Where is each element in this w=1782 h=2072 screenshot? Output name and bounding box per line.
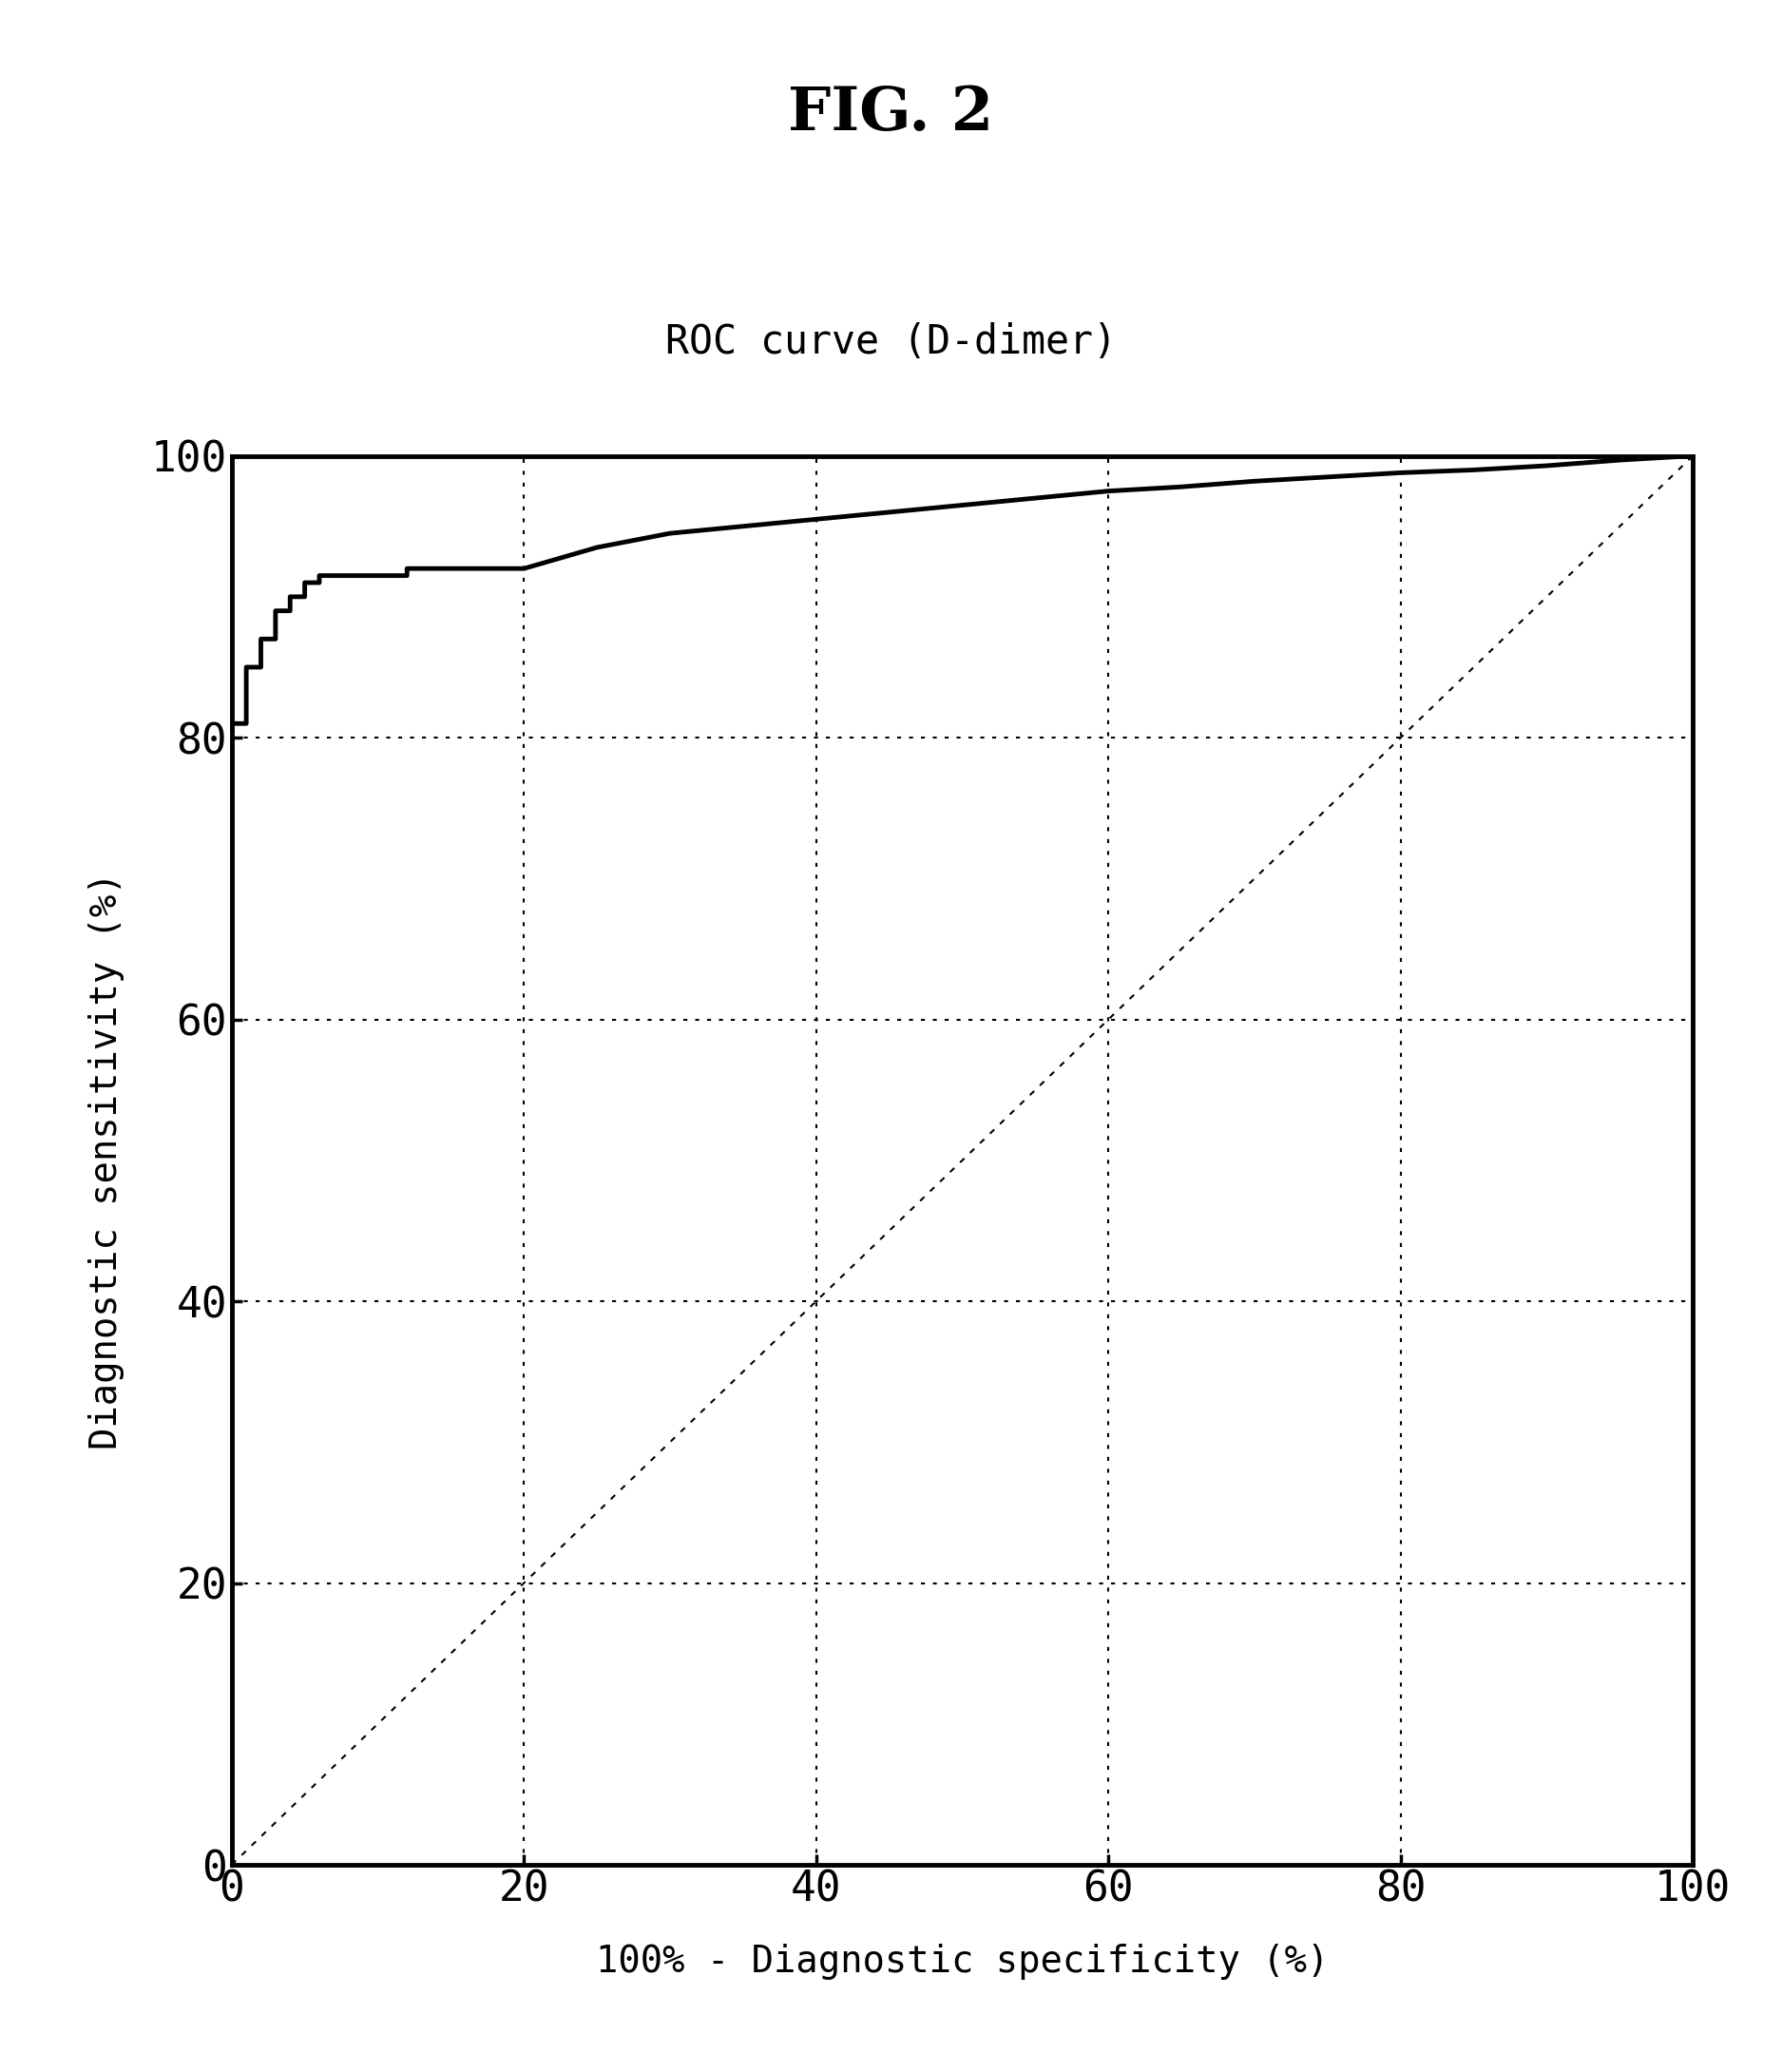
- Text: ROC curve (D-dimer): ROC curve (D-dimer): [665, 321, 1117, 363]
- Text: FIG. 2: FIG. 2: [788, 85, 994, 143]
- Y-axis label: Diagnostic sensitivity (%): Diagnostic sensitivity (%): [89, 872, 125, 1448]
- X-axis label: 100% - Diagnostic specificity (%): 100% - Diagnostic specificity (%): [595, 1944, 1329, 1979]
